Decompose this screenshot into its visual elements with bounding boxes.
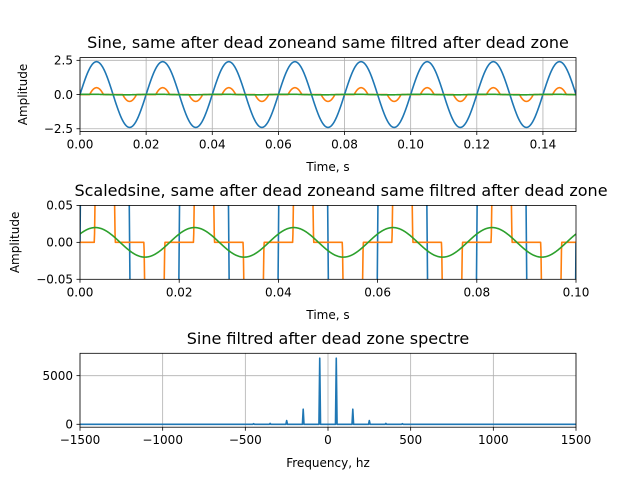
series-line-1 xyxy=(80,60,576,129)
series-line-3 xyxy=(80,226,576,258)
x-tick-label: 0.06 xyxy=(265,138,292,152)
series-line-1 xyxy=(80,357,576,426)
y-tick-label: 0.05 xyxy=(46,199,73,213)
subplot-2-xlabel: Time, s xyxy=(305,308,349,322)
x-tick-label: 0.04 xyxy=(265,285,292,299)
y-tick-label: −0.05 xyxy=(36,273,73,287)
x-tick-label: 0.00 xyxy=(67,285,94,299)
subplot-1-ylabel: Amplitude xyxy=(16,64,30,126)
x-tick-label: −1500 xyxy=(60,433,101,447)
x-tick-label: 0.14 xyxy=(530,138,557,152)
x-tick-label: 1500 xyxy=(561,433,592,447)
subplot-2-title: Scaledsine, same after dead zoneand same… xyxy=(74,181,607,200)
x-tick-label: 0.00 xyxy=(67,138,94,152)
series-line-2 xyxy=(80,205,576,280)
x-tick-label: 0.10 xyxy=(397,138,424,152)
x-tick-label: 1000 xyxy=(478,433,509,447)
subplot-1-title: Sine, same after dead zoneand same filtr… xyxy=(87,33,569,52)
subplot-3-xlabel: Frequency, hz xyxy=(286,456,370,470)
subplot-3-title: Sine filtred after dead zone spectre xyxy=(187,329,470,348)
x-tick-label: 0.04 xyxy=(199,138,226,152)
x-tick-label: 0.02 xyxy=(133,138,160,152)
y-tick-label: 2.5 xyxy=(54,54,73,68)
x-tick-label: −1000 xyxy=(142,433,183,447)
series-line-3 xyxy=(80,93,576,96)
x-tick-label: 0.12 xyxy=(463,138,490,152)
y-tick-label: −2.5 xyxy=(44,122,73,136)
x-tick-label: 0.08 xyxy=(463,285,490,299)
x-tick-label: 500 xyxy=(399,433,422,447)
y-tick-label: 0.00 xyxy=(46,236,73,250)
y-tick-label: 0.0 xyxy=(54,88,73,102)
series-line-2 xyxy=(80,86,576,103)
y-tick-label: 0 xyxy=(65,418,73,432)
x-tick-label: 0.10 xyxy=(563,285,590,299)
subplot-3-frame xyxy=(79,352,577,428)
subplot-2-ylabel: Amplitude xyxy=(8,212,22,274)
subplot-1: Sine, same after dead zoneand same filtr… xyxy=(16,33,577,174)
x-tick-label: −500 xyxy=(229,433,262,447)
subplot-3: Sine filtred after dead zone spectre −15… xyxy=(42,329,591,470)
subplot-2: Scaledsine, same after dead zoneand same… xyxy=(8,181,608,322)
x-tick-label: 0.06 xyxy=(364,285,391,299)
subplot-1-xlabel: Time, s xyxy=(305,160,349,174)
y-tick-label: 5000 xyxy=(42,369,73,383)
x-tick-label: 0.02 xyxy=(166,285,193,299)
x-tick-label: 0.08 xyxy=(331,138,358,152)
x-tick-label: 0 xyxy=(324,433,332,447)
